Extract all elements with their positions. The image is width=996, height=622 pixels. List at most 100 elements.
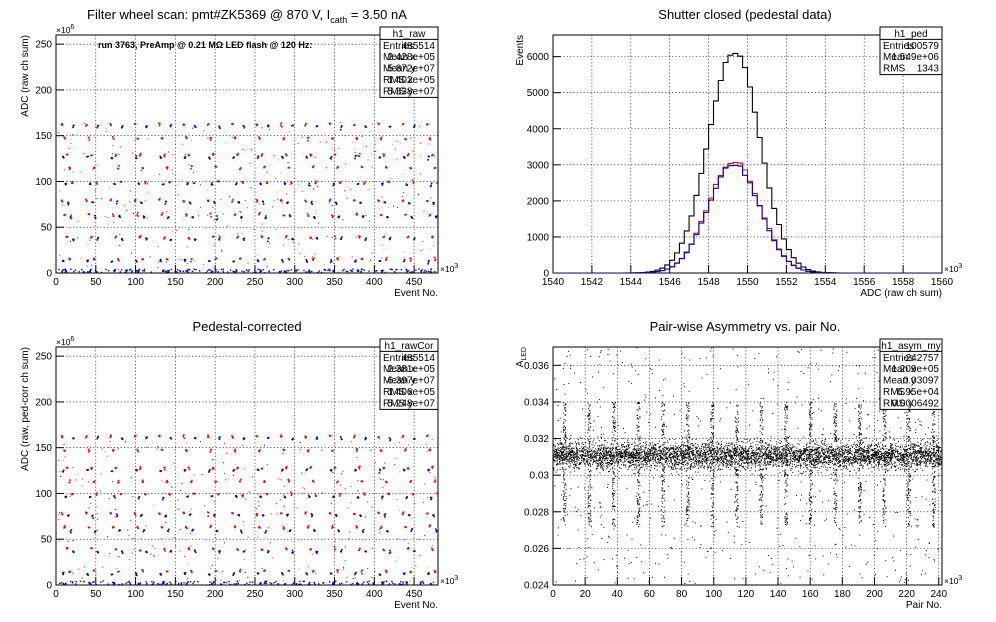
scatter-point xyxy=(239,168,241,170)
scatter-point xyxy=(164,515,167,518)
scatter-point xyxy=(315,438,318,440)
scatter-point xyxy=(70,531,72,534)
scatter-point xyxy=(661,444,663,446)
scatter-point xyxy=(804,464,806,466)
scatter-point xyxy=(859,453,861,455)
scatter-point xyxy=(171,169,173,171)
scatter-point xyxy=(88,183,91,185)
scatter-point xyxy=(809,465,811,467)
scatter-point xyxy=(237,549,239,551)
scatter-point xyxy=(645,466,647,468)
scatter-point xyxy=(217,271,219,273)
scatter-point xyxy=(420,249,422,251)
scatter-point xyxy=(409,514,411,517)
scatter-point xyxy=(350,485,352,487)
scatter-point xyxy=(59,582,61,584)
scatter-point xyxy=(107,583,110,585)
scatter-point xyxy=(781,453,783,455)
scatter-point xyxy=(724,446,726,448)
scatter-point xyxy=(392,143,394,145)
scatter-point xyxy=(142,258,144,261)
scatter-point xyxy=(786,446,788,448)
scatter-point xyxy=(437,123,438,126)
scatter-point xyxy=(282,452,284,454)
scatter-point xyxy=(234,523,236,525)
scatter-point xyxy=(384,462,386,464)
scatter-point xyxy=(315,181,317,184)
scatter-point xyxy=(626,452,628,454)
scatter-point xyxy=(288,480,290,483)
scatter-point xyxy=(806,445,807,446)
scatter-point xyxy=(203,264,205,266)
scatter-point xyxy=(218,126,221,128)
scatter-point xyxy=(774,455,776,457)
scatter-point xyxy=(381,581,383,584)
scatter-point xyxy=(743,458,745,460)
scatter-point xyxy=(121,438,124,441)
scatter-point xyxy=(112,526,114,529)
scatter-point xyxy=(685,464,686,466)
scatter-point xyxy=(354,577,356,579)
scatter-point xyxy=(381,196,383,198)
scatter-point xyxy=(86,124,88,126)
scatter-point xyxy=(331,214,333,216)
scatter-point xyxy=(287,479,289,481)
scatter-point xyxy=(808,464,810,466)
scatter-point xyxy=(889,460,891,461)
scatter-point xyxy=(260,548,263,551)
scatter-point xyxy=(139,583,141,585)
scatter-point xyxy=(299,580,301,583)
scatter-point xyxy=(194,260,195,262)
scatter-point xyxy=(632,464,634,466)
scatter-point xyxy=(318,581,320,583)
scatter-point xyxy=(903,448,905,450)
scatter-point xyxy=(914,455,916,457)
scatter-point xyxy=(775,460,776,462)
scatter-point xyxy=(214,537,216,538)
scatter-point xyxy=(654,464,655,466)
scatter-point xyxy=(332,137,334,140)
scatter-point xyxy=(292,582,294,585)
scatter-point xyxy=(659,456,661,458)
scatter-point xyxy=(222,570,224,572)
scatter-point xyxy=(899,454,901,456)
stats-value: 5.872e+07 xyxy=(387,64,435,75)
scatter-point xyxy=(71,182,74,184)
scatter-point xyxy=(186,183,188,186)
scatter-point xyxy=(209,581,211,583)
scatter-point xyxy=(136,470,138,472)
scatter-point xyxy=(68,148,70,150)
scatter-point xyxy=(561,467,563,469)
scatter-point xyxy=(269,582,271,584)
stats-box-name: h1_ped xyxy=(894,29,927,40)
scatter-point xyxy=(109,122,112,125)
scatter-point xyxy=(748,462,750,464)
scatter-point xyxy=(878,452,880,454)
scatter-point xyxy=(264,217,266,220)
scatter-point xyxy=(403,251,405,253)
scatter-point xyxy=(114,509,116,511)
scatter-point xyxy=(268,270,270,273)
y-tick-label: 0.03 xyxy=(530,471,550,482)
scatter-point xyxy=(806,456,808,458)
scatter-point xyxy=(699,447,701,449)
scatter-point xyxy=(132,538,134,539)
scatter-point xyxy=(590,459,592,461)
scatter-point xyxy=(790,457,792,459)
scatter-point xyxy=(157,583,159,585)
scatter-point xyxy=(188,468,191,471)
scatter-point xyxy=(326,141,328,143)
x-axis-exponent-power: 3 xyxy=(958,263,962,270)
scatter-point xyxy=(152,583,154,585)
scatter-point xyxy=(907,451,908,453)
scatter-point xyxy=(317,185,319,187)
scatter-point xyxy=(434,271,436,273)
scatter-point xyxy=(671,463,673,465)
scatter-point xyxy=(618,457,620,458)
scatter-point xyxy=(698,450,700,452)
scatter-point xyxy=(61,436,63,439)
scatter-point xyxy=(63,444,65,446)
scatter-point xyxy=(561,448,563,450)
scatter-point xyxy=(709,443,711,445)
scatter-point xyxy=(170,549,172,552)
